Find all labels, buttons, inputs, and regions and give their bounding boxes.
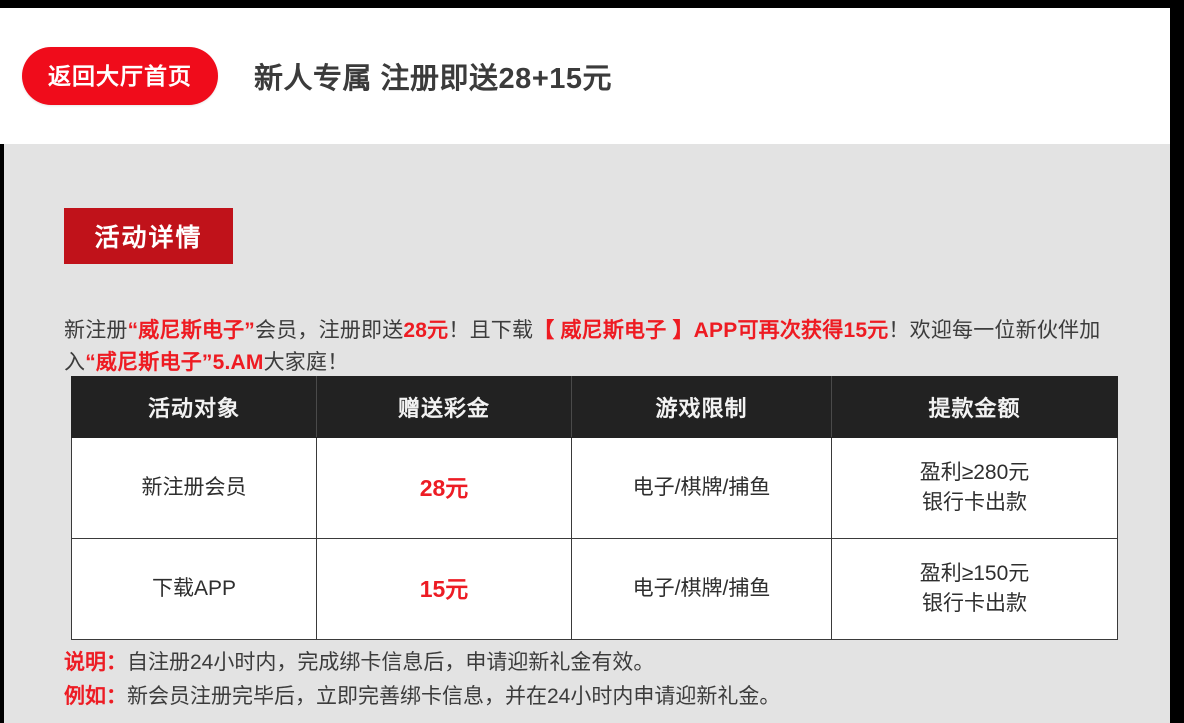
footnote-label: 说明：	[64, 651, 127, 674]
cell-target: 新注册会员	[71, 437, 317, 539]
intro-amount-28: 28元	[403, 319, 449, 342]
intro-text-part5: ！欢迎每一位新伙伴加入	[64, 319, 1101, 374]
promo-details-table: 活动对象 赠送彩金 游戏限制 提款金额 新注册会员 28元 电子/棋牌/捕鱼 盈…	[71, 376, 1118, 640]
intro-amount-15: 15元	[843, 319, 889, 342]
cell-game-limit: 电子/棋牌/捕鱼	[571, 538, 832, 640]
withdraw-condition: 盈利≥280元	[919, 461, 1030, 484]
withdraw-condition: 盈利≥150元	[919, 562, 1030, 585]
table-row: 新注册会员 28元 电子/棋牌/捕鱼 盈利≥280元 银行卡出款	[71, 437, 1118, 539]
column-header-bonus: 赠送彩金	[316, 376, 572, 438]
intro-text-part3: ！且下载	[448, 319, 534, 342]
page-title: 新人专属 注册即送28+15元	[254, 63, 613, 95]
cell-withdraw-amount: 盈利≥150元 银行卡出款	[831, 538, 1118, 640]
section-badge-activity-details: 活动详情	[64, 208, 233, 264]
cell-bonus: 28元	[316, 437, 572, 539]
cell-game-limit: 电子/棋牌/捕鱼	[571, 437, 832, 539]
intro-text-part2: 会员，注册即送	[255, 319, 404, 342]
cell-target: 下载APP	[71, 538, 317, 640]
page-header: 返回大厅首页 新人专属 注册即送28+15元	[0, 8, 1170, 144]
intro-text-part7: 大家庭！	[263, 351, 349, 374]
footnote-explanation: 说明：自注册24小时内，完成绑卡信息后，申请迎新礼金有效。	[64, 646, 1124, 680]
table-header-row: 活动对象 赠送彩金 游戏限制 提款金额	[71, 376, 1118, 438]
footnote-text: 新会员注册完毕后，立即完善绑卡信息，并在24小时内申请迎新礼金。	[127, 685, 781, 708]
footnote-example: 例如：新会员注册完毕后，立即完善绑卡信息，并在24小时内申请迎新礼金。	[64, 680, 1124, 714]
column-header-game-limit: 游戏限制	[571, 376, 832, 438]
intro-paragraph: 新注册“威尼斯电子”会员，注册即送28元！且下载【 威尼斯电子 】APP可再次获…	[64, 315, 1119, 379]
cell-withdraw-amount: 盈利≥280元 银行卡出款	[831, 437, 1118, 539]
footnotes: 说明：自注册24小时内，完成绑卡信息后，申请迎新礼金有效。 例如：新会员注册完毕…	[64, 646, 1124, 714]
footnote-text: 自注册24小时内，完成绑卡信息后，申请迎新礼金有效。	[127, 651, 655, 674]
intro-text-part4: APP可再次获得	[693, 319, 844, 342]
cell-bonus: 15元	[316, 538, 572, 640]
table-row: 下载APP 15元 电子/棋牌/捕鱼 盈利≥150元 银行卡出款	[71, 538, 1118, 640]
withdraw-method: 银行卡出款	[922, 491, 1027, 514]
top-black-bar	[0, 0, 1184, 8]
promo-body-panel: 活动详情 新注册“威尼斯电子”会员，注册即送28元！且下载【 威尼斯电子 】AP…	[4, 144, 1170, 723]
intro-brand-2: 【 威尼斯电子 】	[533, 319, 694, 342]
intro-brand-1: “威尼斯电子”	[127, 319, 256, 342]
intro-text-part1: 新注册	[64, 319, 128, 342]
column-header-withdraw-amount: 提款金额	[831, 376, 1118, 438]
back-to-lobby-button[interactable]: 返回大厅首页	[22, 47, 218, 105]
intro-brand-3: “威尼斯电子”	[85, 351, 213, 374]
withdraw-method: 银行卡出款	[922, 592, 1027, 615]
column-header-target: 活动对象	[71, 376, 317, 438]
intro-text-part6: 5.AM	[212, 351, 264, 374]
footnote-label: 例如：	[64, 685, 127, 708]
